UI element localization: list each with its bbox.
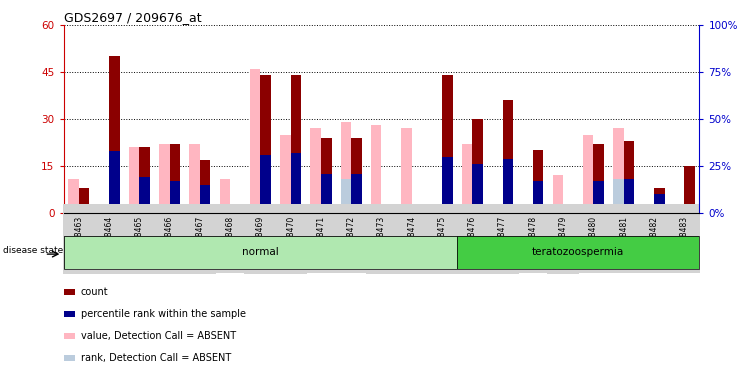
Bar [189, 144, 200, 213]
Bar [593, 181, 604, 213]
Bar [533, 151, 544, 213]
Bar [260, 75, 271, 213]
Bar [352, 138, 362, 213]
Text: GSM158474: GSM158474 [407, 216, 416, 262]
Bar [200, 160, 210, 213]
Bar [159, 144, 170, 213]
Text: GSM158469: GSM158469 [256, 216, 265, 262]
Bar [291, 153, 301, 213]
Bar [219, 179, 230, 213]
Bar [624, 179, 634, 213]
Bar [291, 75, 301, 213]
Bar [613, 128, 624, 213]
Bar [352, 174, 362, 213]
Bar [533, 181, 544, 213]
Text: GSM158470: GSM158470 [286, 216, 295, 262]
Text: GSM158471: GSM158471 [316, 216, 325, 262]
Bar [109, 151, 120, 213]
Bar [79, 188, 89, 213]
Bar [624, 141, 634, 213]
Bar [68, 179, 79, 213]
Bar [64, 289, 75, 295]
Text: GSM158466: GSM158466 [165, 216, 174, 262]
Text: GSM158468: GSM158468 [226, 216, 235, 262]
Text: GSM158465: GSM158465 [135, 216, 144, 262]
Bar [321, 174, 331, 213]
Bar [139, 147, 150, 213]
Text: GSM158480: GSM158480 [589, 216, 598, 262]
Bar [280, 135, 291, 213]
Bar [260, 155, 271, 213]
Bar [310, 128, 321, 213]
Bar [109, 56, 120, 213]
Text: GSM158482: GSM158482 [649, 216, 658, 262]
Bar [613, 179, 624, 213]
Bar [219, 204, 230, 213]
Bar [442, 157, 453, 213]
Text: GSM158475: GSM158475 [438, 216, 447, 262]
Text: value, Detection Call = ABSENT: value, Detection Call = ABSENT [81, 331, 236, 341]
Text: disease state: disease state [3, 247, 64, 255]
Bar [139, 177, 150, 213]
Text: rank, Detection Call = ABSENT: rank, Detection Call = ABSENT [81, 353, 231, 363]
Text: normal: normal [242, 247, 279, 258]
Bar [684, 166, 695, 213]
Text: GSM158467: GSM158467 [195, 216, 204, 262]
Bar [503, 100, 513, 213]
Bar [654, 188, 664, 213]
Bar [371, 125, 381, 213]
Text: GSM158473: GSM158473 [377, 216, 386, 262]
Bar [457, 236, 699, 269]
Text: GSM158477: GSM158477 [498, 216, 507, 262]
Bar [129, 147, 139, 213]
Bar [99, 207, 109, 213]
Bar [321, 138, 331, 213]
Bar [442, 75, 453, 213]
Bar [492, 207, 503, 213]
Bar [170, 144, 180, 213]
Bar [583, 135, 593, 213]
Bar [250, 69, 260, 213]
Bar [340, 122, 352, 213]
Text: GSM158481: GSM158481 [619, 216, 628, 262]
Bar [462, 144, 472, 213]
Bar [654, 194, 664, 213]
Bar [401, 128, 411, 213]
Bar [170, 181, 180, 213]
Text: GSM158478: GSM158478 [528, 216, 537, 262]
Text: GSM158472: GSM158472 [347, 216, 356, 262]
Bar [340, 179, 352, 213]
Bar [472, 164, 483, 213]
Bar [64, 311, 75, 317]
Text: percentile rank within the sample: percentile rank within the sample [81, 309, 246, 319]
Bar [64, 236, 457, 269]
Text: GSM158483: GSM158483 [680, 216, 689, 262]
Text: GSM158464: GSM158464 [105, 216, 114, 262]
Text: GSM158476: GSM158476 [468, 216, 476, 262]
Bar [503, 159, 513, 213]
Text: GSM158479: GSM158479 [559, 216, 568, 262]
Text: GDS2697 / 209676_at: GDS2697 / 209676_at [64, 11, 201, 24]
Bar [553, 175, 563, 213]
Text: GSM158463: GSM158463 [74, 216, 83, 262]
Bar [64, 333, 75, 339]
Bar [472, 119, 483, 213]
Bar [593, 144, 604, 213]
Text: count: count [81, 287, 108, 297]
Bar [200, 185, 210, 213]
Text: teratozoospermia: teratozoospermia [532, 247, 625, 258]
Bar [64, 355, 75, 361]
